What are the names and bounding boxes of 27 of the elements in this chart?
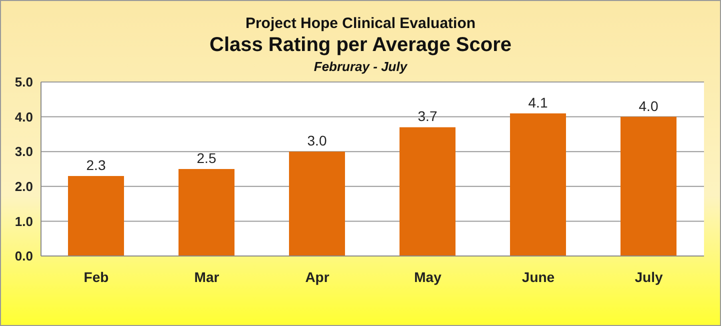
y-tick-label: 5.0 <box>14 74 33 90</box>
text: Februray - July <box>312 59 408 74</box>
x-tick-label: June <box>522 268 555 285</box>
x-tick-label: May <box>414 268 442 285</box>
data-label: 4.1 <box>528 94 548 110</box>
data-label: 4.0 <box>638 98 658 114</box>
x-tick-label: Apr <box>305 268 330 285</box>
chart-subtitle: Class Rating per Average Score <box>208 34 512 57</box>
data-label: 2.3 <box>86 156 106 173</box>
bar <box>620 116 676 256</box>
y-tick-label: 1.0 <box>14 214 33 229</box>
bar <box>289 152 345 256</box>
bar <box>68 176 124 256</box>
y-tick-label: 2.0 <box>14 179 33 194</box>
x-tick-label: July <box>634 268 663 285</box>
bar <box>400 127 456 256</box>
chart-title: Project Hope Clinical Evaluation <box>244 15 477 32</box>
data-label: 3.7 <box>418 108 438 124</box>
bar <box>178 169 234 256</box>
bar <box>510 113 566 256</box>
data-label: 2.5 <box>196 150 216 166</box>
x-tick-label: Mar <box>194 268 220 285</box>
data-label: 3.0 <box>307 132 327 149</box>
y-tick-label: 4.0 <box>14 109 33 124</box>
y-tick-label: 3.0 <box>14 144 33 160</box>
y-tick-label: 0.0 <box>14 248 33 264</box>
x-tick-label: Feb <box>84 268 109 285</box>
